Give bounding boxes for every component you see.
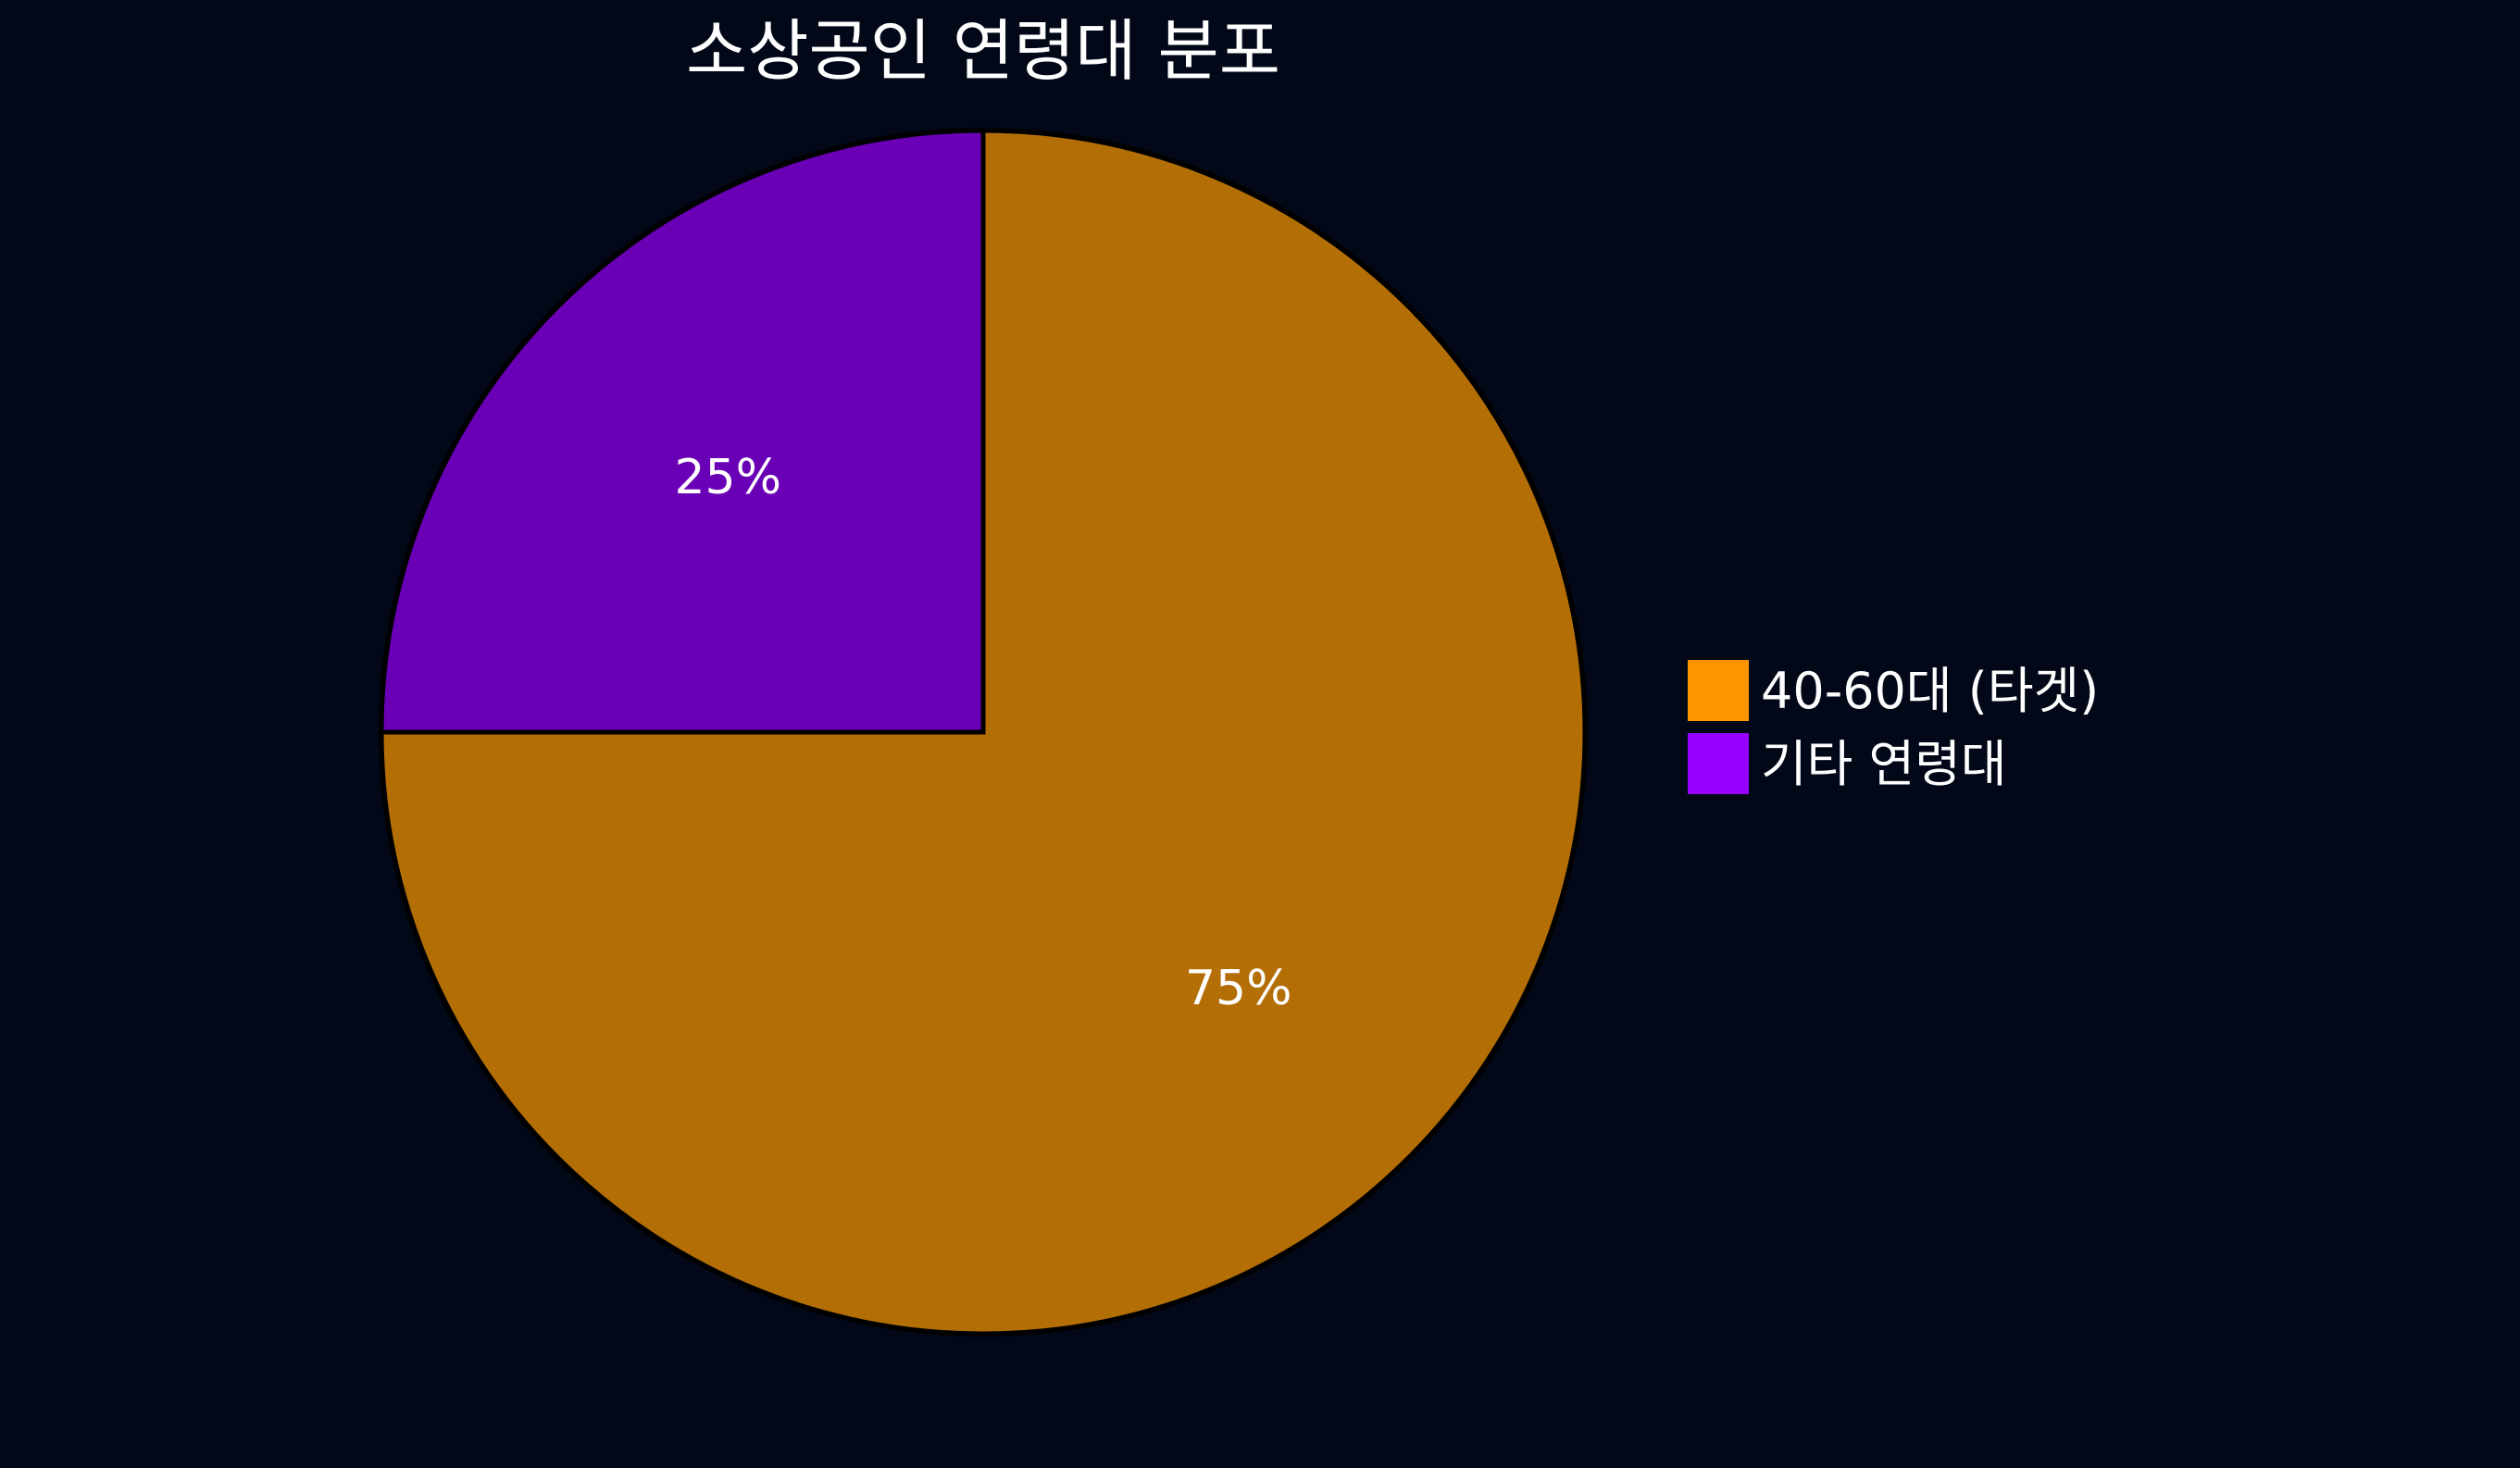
pie-slice <box>379 128 986 735</box>
pie-slice <box>379 128 1588 1337</box>
legend-swatch <box>1688 660 1749 721</box>
chart-title: 소상공인 연령대 분포 <box>686 12 1280 90</box>
legend-label: 기타 연령대 <box>1761 735 2007 793</box>
pie-slices <box>379 128 1588 1337</box>
slice-value-label: 75% <box>1185 961 1292 1016</box>
legend-swatch <box>1688 733 1749 794</box>
legend: 40-60대 (타겟) 기타 연령대 <box>1688 660 2099 794</box>
slice-labels: 75% 25% <box>674 450 1291 1016</box>
legend-label: 40-60대 (타겟) <box>1761 662 2099 720</box>
slice-value-label: 25% <box>674 450 781 505</box>
